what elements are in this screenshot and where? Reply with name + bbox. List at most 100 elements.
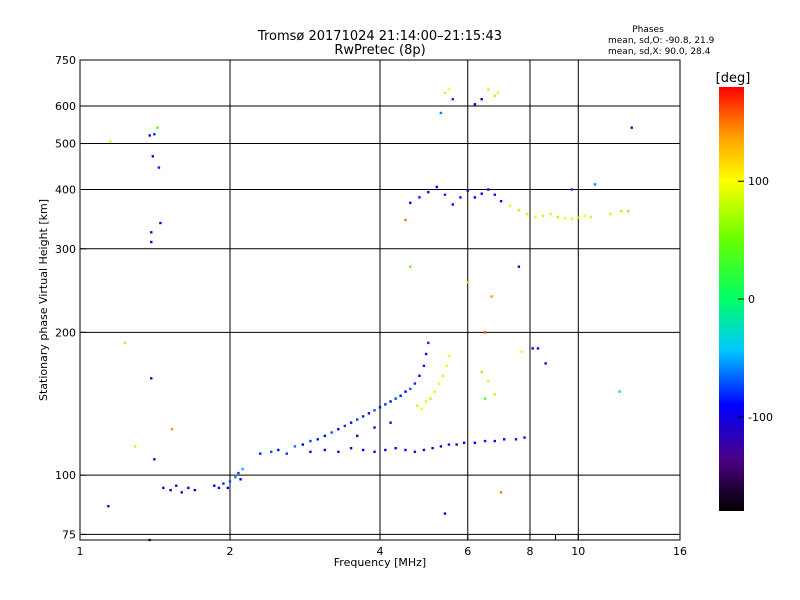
- data-point: [593, 183, 597, 186]
- data-point: [459, 196, 462, 199]
- data-point: [413, 382, 417, 385]
- stats-o-mode: mean, sd,O: -90.8, 21.9: [608, 36, 715, 46]
- data-point: [150, 231, 153, 234]
- data-point: [570, 217, 573, 221]
- data-point: [589, 215, 593, 219]
- data-point: [536, 347, 540, 350]
- x-tick-label: 6: [464, 545, 471, 558]
- colorbar-ticks: 100 0 -100: [738, 175, 773, 424]
- x-tick-label: 10: [571, 545, 585, 558]
- y-tick-label: 400: [55, 184, 76, 197]
- data-point: [502, 438, 506, 441]
- colorbar-tick-label: 100: [748, 175, 769, 188]
- y-tick-label: 500: [55, 138, 76, 151]
- data-point: [447, 355, 451, 358]
- data-point: [309, 450, 312, 454]
- data-point: [422, 364, 426, 368]
- data-point: [483, 397, 487, 400]
- data-point: [404, 390, 407, 393]
- data-point: [473, 441, 477, 445]
- data-point: [517, 265, 521, 268]
- data-point: [301, 443, 305, 446]
- data-point: [420, 407, 423, 410]
- data-point: [493, 439, 497, 443]
- data-point: [487, 88, 490, 91]
- data-point: [153, 458, 156, 461]
- data-point: [394, 397, 397, 400]
- data-point: [451, 203, 455, 206]
- data-point: [570, 188, 573, 191]
- data-point: [241, 467, 244, 471]
- data-point: [349, 446, 353, 450]
- data-point: [439, 445, 443, 448]
- data-point: [156, 126, 159, 129]
- data-point: [508, 204, 512, 207]
- data-point: [222, 482, 225, 485]
- data-point: [323, 448, 327, 452]
- data-point: [175, 484, 178, 487]
- data-point: [431, 446, 434, 450]
- data-point: [483, 331, 487, 334]
- data-point: [517, 208, 521, 212]
- colorbar-tick-label: 0: [748, 293, 755, 306]
- colorbar-label: [deg]: [716, 71, 751, 86]
- data-point: [480, 370, 483, 374]
- data-point: [466, 281, 469, 284]
- x-axis: 1 2 4 6 8 10 16: [77, 534, 687, 558]
- data-point: [217, 486, 221, 490]
- x-tick-label: 16: [673, 545, 687, 558]
- data-point: [343, 424, 347, 428]
- data-point: [234, 476, 237, 479]
- data-point: [487, 379, 490, 383]
- data-point: [556, 215, 560, 219]
- data-point: [389, 421, 392, 424]
- data-point: [435, 185, 438, 189]
- data-point: [277, 448, 280, 452]
- data-point: [337, 450, 340, 454]
- data-point: [618, 390, 621, 393]
- data-point: [531, 347, 534, 350]
- data-point: [373, 426, 376, 429]
- data-point: [418, 374, 421, 377]
- x-tick-label: 2: [227, 545, 234, 558]
- data-point: [150, 240, 153, 244]
- data-point: [609, 212, 612, 216]
- data-point: [237, 471, 240, 475]
- data-point: [473, 196, 477, 199]
- data-point: [447, 443, 451, 446]
- data-point: [404, 448, 407, 452]
- data-point: [133, 445, 137, 448]
- data-point: [148, 134, 151, 137]
- data-point: [455, 443, 458, 446]
- data-point: [404, 218, 407, 222]
- y-tick-label: 75: [62, 528, 76, 541]
- data-point: [544, 362, 547, 365]
- x-axis-label: Frequency [MHz]: [334, 556, 426, 569]
- data-point: [424, 352, 428, 356]
- x-tick-label: 8: [527, 545, 534, 558]
- data-point: [239, 478, 242, 481]
- y-axis-label: Stationary phase Virtual Height [km]: [37, 199, 50, 401]
- data-point: [150, 377, 153, 380]
- data-point: [526, 212, 529, 216]
- data-point: [361, 415, 365, 418]
- data-point: [309, 439, 312, 443]
- data-point: [480, 192, 483, 195]
- data-points: [107, 88, 633, 542]
- data-point: [433, 390, 436, 393]
- data-point: [337, 427, 340, 431]
- data-point: [523, 436, 526, 439]
- data-point: [367, 412, 371, 415]
- data-point: [627, 210, 630, 213]
- data-point: [493, 193, 497, 196]
- data-point: [169, 488, 172, 492]
- data-point: [447, 88, 451, 91]
- data-point: [534, 215, 537, 219]
- colorbar-tick-label: -100: [748, 411, 773, 424]
- data-point: [384, 448, 387, 452]
- data-point: [439, 111, 443, 115]
- data-point: [384, 403, 387, 406]
- stats-heading: Phases: [632, 25, 664, 35]
- data-point: [514, 438, 518, 441]
